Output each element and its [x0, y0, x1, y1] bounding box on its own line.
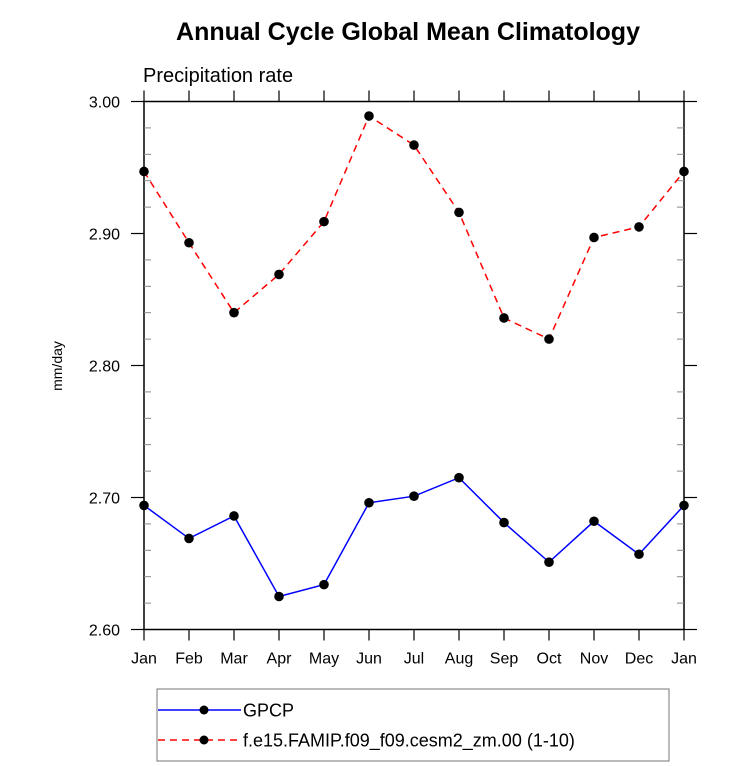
legend: GPCP f.e15.FAMIP.f09_f09.cesm2_zm.00 (1-1… [156, 688, 670, 762]
data-point [319, 579, 329, 590]
data-point [589, 516, 599, 527]
data-point [544, 334, 554, 344]
legend-marker [199, 735, 209, 745]
x-tick-label: Jan [671, 651, 697, 668]
x-tick-label: Aug [445, 651, 473, 668]
x-tick-label: Jan [131, 651, 157, 668]
data-point [364, 111, 374, 121]
data-point [274, 591, 284, 602]
data-point [679, 500, 689, 511]
legend-label: f.e15.FAMIP.f09_f09.cesm2_zm.00 (1-10) [243, 731, 575, 752]
plot-frame [143, 100, 685, 631]
data-point [139, 166, 149, 177]
data-point [679, 166, 689, 177]
data-point [634, 549, 644, 560]
legend-label: GPCP [243, 701, 294, 721]
data-point [589, 232, 599, 243]
x-tick-label: Apr [267, 651, 293, 668]
data-point [409, 140, 419, 150]
x-tick-label: Oct [537, 651, 562, 668]
x-tick-label: Dec [625, 651, 653, 668]
x-tick-label: Jun [356, 651, 382, 668]
data-point [409, 491, 419, 501]
chart-title: Annual Cycle Global Mean Climatology [176, 18, 640, 46]
data-point [184, 533, 194, 544]
chart-subtitle: Precipitation rate [143, 65, 293, 87]
y-tick-label: 2.90 [89, 227, 120, 244]
data-point [229, 307, 239, 318]
x-tick-label: Feb [175, 651, 203, 668]
data-point [454, 207, 464, 218]
y-tick-label: 3.00 [89, 95, 120, 112]
x-tick-label: Jul [404, 651, 424, 668]
y-tick-label: 2.60 [89, 623, 120, 640]
data-point [364, 497, 374, 508]
x-tick-label: Sep [490, 651, 519, 668]
data-point [499, 517, 509, 528]
x-tick-label: Nov [580, 651, 608, 668]
y-axis-label: mm/day [49, 341, 65, 391]
legend-box [156, 688, 670, 762]
y-tick-label: 2.70 [89, 491, 120, 508]
data-point [319, 216, 329, 227]
series-layer [139, 111, 689, 602]
axes: Jan Feb Mar Apr May Jun Jul Aug Sep Oct Nov Dec Jan 2… [89, 90, 697, 668]
legend-marker [199, 705, 209, 715]
data-point [454, 472, 464, 483]
y-tick-label: 2.80 [89, 359, 120, 376]
data-point [184, 237, 194, 248]
data-point [634, 222, 644, 232]
x-tick-label: May [309, 651, 339, 668]
data-point [544, 557, 554, 567]
data-point [229, 511, 239, 521]
x-tick-label: Mar [220, 651, 248, 668]
data-point [139, 500, 149, 511]
data-point [274, 269, 284, 280]
data-point [499, 313, 509, 323]
